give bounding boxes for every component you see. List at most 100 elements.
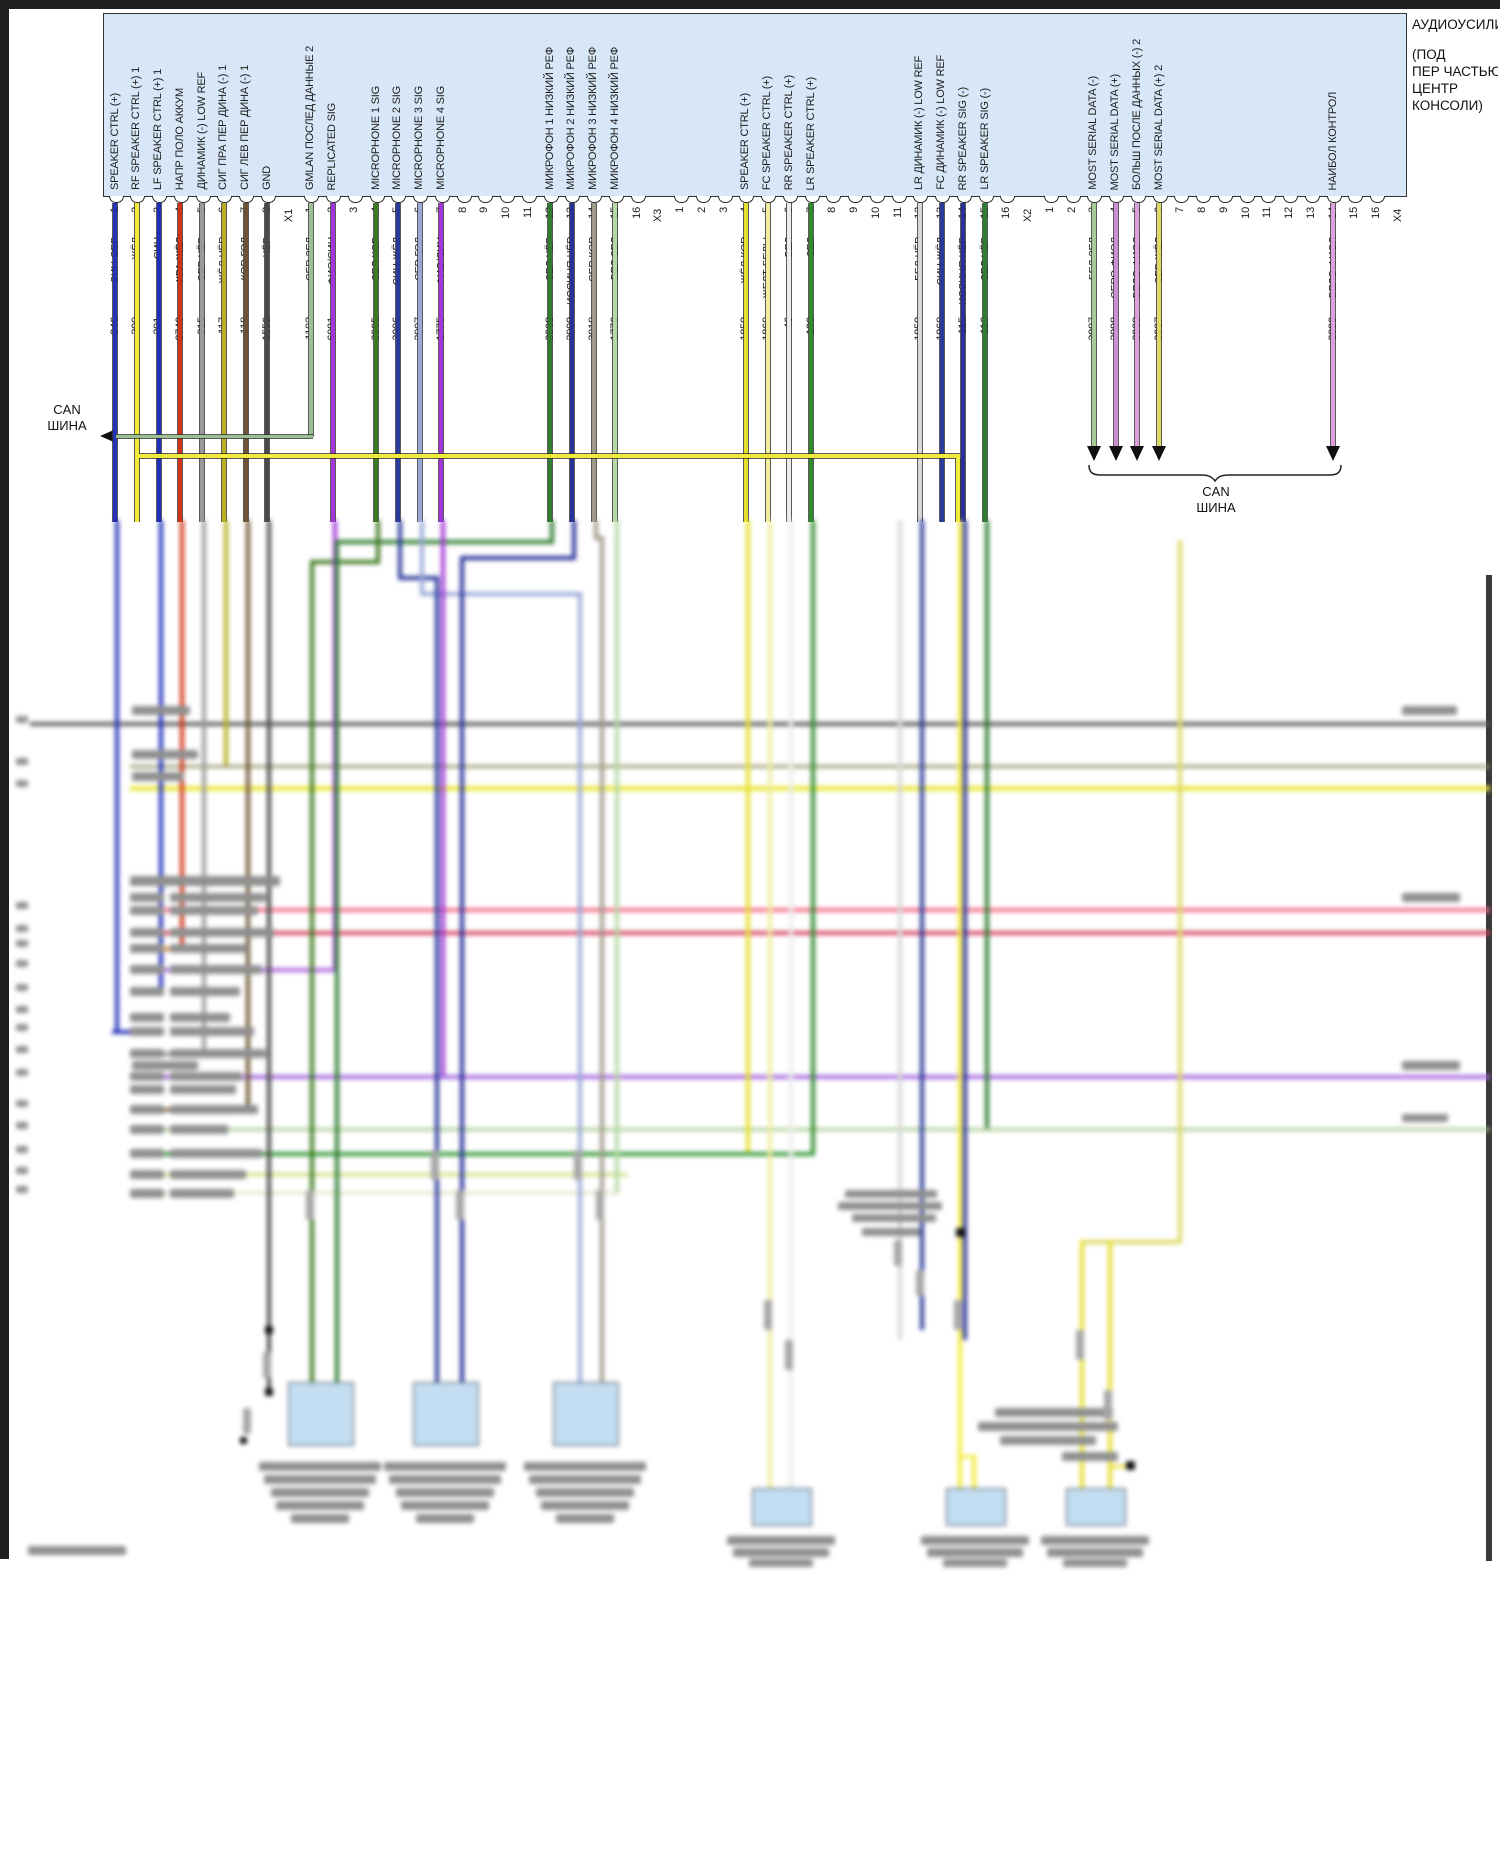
wire-3006 [395, 203, 400, 522]
wire-3008 [548, 203, 552, 522]
blurred-label [130, 1085, 164, 1094]
can-label-line: ШИНА [47, 418, 87, 433]
blurred-wire-segment [958, 520, 962, 1488]
page-border-top [0, 0, 1500, 9]
wire-118 [243, 203, 248, 522]
blurred-label [16, 1167, 28, 1174]
blurred-label [263, 1352, 271, 1378]
blurred-label [130, 1149, 164, 1158]
blurred-bus-line [112, 1030, 134, 1034]
page-border-left [0, 0, 9, 1559]
connector-pin-arc [195, 196, 211, 203]
blurred-label [170, 906, 258, 915]
can-bus-left-arrow-icon [100, 429, 116, 443]
connector-pin-arc [1326, 196, 1342, 203]
blurred-label [243, 1408, 251, 1434]
blurred-wire-segment [594, 520, 598, 536]
blurred-label [132, 1061, 198, 1070]
can-bus-brace [1088, 464, 1342, 482]
blurred-label [170, 1189, 234, 1198]
blurred-label [130, 1125, 164, 1134]
wire-1960 [939, 203, 944, 522]
blurred-bus-line [1108, 1465, 1134, 1468]
blurred-bus-line [130, 1152, 815, 1156]
blurred-label [170, 1049, 266, 1058]
component-box [553, 1382, 619, 1446]
wire-3937 [1157, 203, 1161, 446]
wire-1775 [439, 203, 444, 522]
blurred-label [170, 965, 262, 974]
wire-315 [200, 203, 204, 522]
blurred-label [16, 1186, 28, 1193]
blurred-label [130, 1189, 164, 1198]
component-location-line: ЦЕНТР [1412, 81, 1458, 96]
blurred-label [132, 750, 198, 759]
wire-3740 [178, 203, 183, 522]
blurred-label [1041, 1536, 1149, 1545]
blurred-bus-line [310, 560, 380, 564]
can-arrow-icon [1108, 446, 1123, 461]
blurred-label [16, 984, 28, 991]
blurred-label [16, 1046, 28, 1053]
blurred-wire-segment [963, 520, 967, 1340]
wire-3010 [591, 203, 596, 522]
blurred-wire-segment [420, 520, 424, 592]
blurred-label [16, 1122, 28, 1129]
blurred-wire-segment [246, 520, 250, 1108]
blurred-wire-segment [746, 520, 750, 1152]
blurred-label [170, 1085, 236, 1094]
junction-dot [265, 1388, 273, 1396]
blurred-label [130, 944, 164, 953]
blurred-label [130, 1049, 164, 1058]
blurred-label [276, 1501, 364, 1510]
wire-346 [113, 203, 117, 522]
blurred-label [271, 1488, 369, 1497]
blurred-wire-segment [920, 520, 924, 1330]
blurred-label [132, 772, 184, 781]
blurred-bus-line [130, 765, 1490, 768]
blurred-wire-segment [985, 520, 989, 1128]
wire-3998 [1113, 203, 1118, 446]
blurred-label [16, 925, 28, 932]
wire-3009 [569, 203, 574, 522]
blurred-label [927, 1548, 1023, 1557]
blurred-bus-line [958, 1455, 976, 1458]
junction-dot [239, 1436, 247, 1444]
blurred-label [894, 1240, 902, 1266]
blurred-wire-segment [572, 520, 576, 556]
blurred-label [130, 876, 280, 886]
blurred-wire-segment [376, 520, 380, 560]
connector-pin-arc [891, 196, 907, 203]
blurred-wire-segment [578, 592, 582, 1382]
blurred-bus-line [398, 576, 439, 580]
connector-pin-arc [630, 196, 646, 203]
blurred-label [170, 928, 274, 937]
blurred-wire-segment [310, 560, 314, 1382]
blurred-wire-segment [224, 520, 228, 765]
blurred-label [170, 1072, 242, 1081]
wire-3997 [1091, 203, 1096, 446]
blurred-label [170, 1105, 258, 1114]
connector-pin-arc [456, 196, 472, 203]
blurred-label [16, 1024, 28, 1031]
blurred-label [1000, 1436, 1096, 1445]
blurred-label [916, 1270, 924, 1296]
blurred-wire-segment [398, 520, 402, 576]
connector-pin-arc [978, 196, 994, 203]
connector-pin-arc [108, 196, 124, 203]
blurred-label [170, 1149, 262, 1158]
blurred-label [943, 1559, 1007, 1567]
component-location-line: ПЕР ЧАСТЬЮ [1412, 64, 1498, 79]
blurred-wire-segment [789, 520, 793, 1488]
blurred-bus-line [420, 592, 582, 596]
blurred-label [1063, 1559, 1127, 1567]
blurred-wire-segment [972, 1455, 976, 1488]
blurred-label [1402, 893, 1460, 902]
blurred-bus-line [460, 556, 576, 560]
wire-3938 [1135, 203, 1140, 446]
blurred-label [170, 1125, 228, 1134]
junction-dot [265, 1326, 273, 1334]
connector-pin-arc [1065, 196, 1081, 203]
component-title-line: АУДИОУСИЛИ [1412, 17, 1498, 32]
